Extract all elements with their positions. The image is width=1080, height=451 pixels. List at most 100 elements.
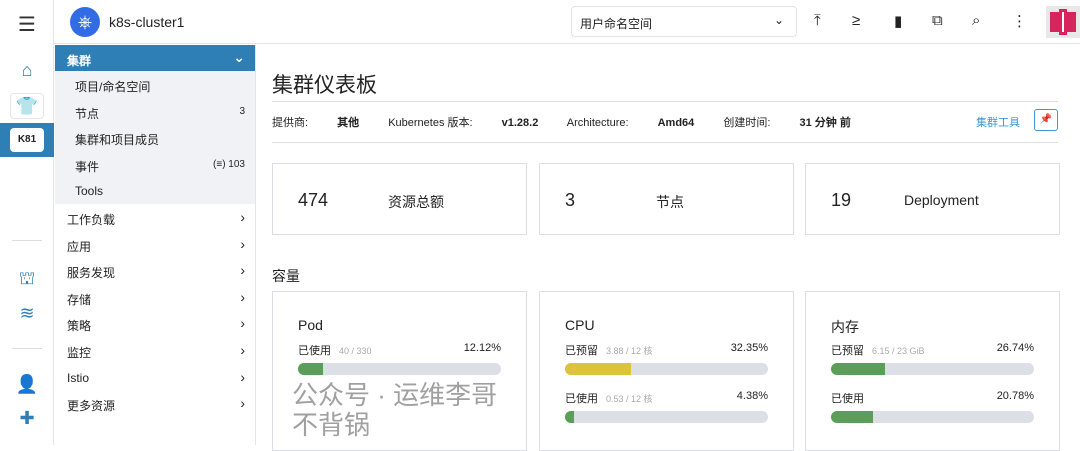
chevron-down-icon: ⌄ (773, 13, 784, 27)
meta-created: 创建时间: 31 分钟 前 (723, 117, 851, 129)
divider (272, 142, 1058, 143)
sidebar-group[interactable]: 更多资源 › (55, 390, 255, 417)
top-bar: ⎈ k8s-cluster1 用户命名空间 ⌄ ⤒ ≥ ▮ ⧉ ⌕ ⋮ (54, 0, 1080, 44)
extensions-icon[interactable]: ✚ (19, 408, 35, 428)
sidebar-item-label: Tools (75, 184, 104, 199)
chevron-right-icon: › (240, 235, 245, 252)
sidebar-item[interactable]: 事件 (≡) 103 (55, 151, 255, 178)
stat-value: 19 (831, 190, 852, 210)
sidebar-group-label: 策略 (67, 319, 92, 334)
user-icon[interactable]: 👤 (15, 374, 39, 394)
kubeconfig-file-icon[interactable]: ▮ (894, 13, 903, 30)
meta-architecture: Architecture: Amd64 (566, 117, 695, 129)
capacity-row: 已预留 6.15 / 23 GiB 26.74% (831, 342, 1034, 358)
sidebar-group[interactable]: 工作负载 › (55, 204, 255, 231)
capacity-row: 已使用 40 / 330 12.12% (298, 342, 501, 358)
sidebar-item[interactable]: 集群和项目成员 (55, 124, 255, 151)
sidebar-item-label: 事件 (75, 159, 100, 174)
namespace-select-value: 用户命名空间 (580, 17, 653, 31)
app-rail: ☰ ⌂ 👕 K81 ⛫ ≋ 👤 ✚ (0, 0, 54, 445)
chevron-right-icon: › (240, 341, 245, 358)
capacity-bar-fill (565, 363, 631, 375)
pin-icon[interactable]: 📌 (1034, 109, 1058, 131)
kubernetes-logo-icon: ⎈ (70, 7, 100, 37)
capacity-row-percent: 20.78% (996, 390, 1034, 402)
capacity-row-percent: 32.35% (730, 342, 768, 354)
capacity-bar-fill (831, 363, 886, 375)
capacity-row-percent: 4.38% (736, 390, 768, 402)
capacity-row: 已预留 3.88 / 12 核 32.35% (565, 342, 768, 358)
copy-kubeconfig-icon[interactable]: ⧉ (932, 12, 943, 29)
sidebar-group[interactable]: 策略 › (55, 310, 255, 337)
capacity-card: CPU 已预留 3.88 / 12 核 32.35% 已使用 0.53 / 12 核 4.… (539, 291, 794, 451)
import-yaml-icon[interactable]: ⤒ (814, 12, 821, 29)
chevron-right-icon: › (240, 288, 245, 305)
sidebar-group[interactable]: 服务发现 › (55, 257, 255, 284)
sidebar-group-label: 工作负载 (67, 212, 116, 227)
cluster-explorer-icon[interactable]: ⛫ (18, 268, 36, 288)
stat-card[interactable]: 474 资源总额 (272, 163, 527, 235)
meta-provider: 提供商: 其他 (272, 117, 360, 129)
sidebar-subitems: 项目/命名空间节点 3 集群和项目成员 事件 (≡) 103 Tools (55, 71, 255, 204)
chevron-right-icon: › (240, 208, 245, 225)
avatar[interactable] (1046, 6, 1080, 38)
kubectl-shell-icon[interactable]: ≥ (852, 12, 861, 29)
capacity-card-title: CPU (565, 317, 595, 333)
capacity-card-title: Pod (298, 317, 323, 333)
sidebar-item[interactable]: Tools (55, 177, 255, 204)
capacity-row-detail: 3.88 / 12 核 (606, 346, 653, 356)
watermark: 公众号 · 运维李哥不背锅 (292, 380, 498, 440)
home-icon[interactable]: ⌂ (21, 60, 33, 80)
meta-k8s-version: Kubernetes 版本: v1.28.2 (388, 117, 539, 129)
capacity-title: 容量 (272, 268, 300, 284)
sidebar-group-label: Istio (67, 370, 90, 385)
menu-icon[interactable]: ☰ (18, 14, 36, 36)
sidebar-item-label: 节点 (75, 106, 100, 121)
capacity-card: Pod 已使用 40 / 330 12.12% (272, 291, 527, 451)
capacity-row-label: 已使用 (565, 393, 598, 405)
stat-card[interactable]: 19 Deployment (805, 163, 1060, 235)
sidebar-item-label: 项目/命名空间 (75, 80, 151, 94)
capacity-row: 已使用 0.53 / 12 核 4.38% (565, 390, 768, 406)
sidebar-group-label: 服务发现 (67, 266, 116, 281)
sidebar-group-label: 监控 (67, 345, 92, 360)
sidebar-item[interactable]: 项目/命名空间 (55, 71, 255, 98)
capacity-row-label: 已预留 (831, 345, 864, 357)
cluster-meta: 提供商: 其他 Kubernetes 版本: v1.28.2 Architect… (272, 114, 877, 130)
capacity-bar-fill (831, 411, 874, 423)
more-icon[interactable]: ⋮ (1012, 13, 1027, 30)
chevron-right-icon: › (240, 395, 245, 412)
capacity-bar (565, 363, 768, 375)
namespace-select[interactable]: 用户命名空间 ⌄ (571, 6, 797, 37)
cluster-tools-link[interactable]: 集群工具 (976, 117, 1020, 129)
capacity-bar (298, 363, 501, 375)
sidebar-group-label: 存储 (67, 292, 92, 307)
sidebar-group[interactable]: Istio › (55, 364, 255, 391)
chevron-right-icon: › (240, 368, 245, 385)
capacity-bar (831, 411, 1034, 423)
sidebar-section-cluster[interactable]: 集群 ⌄ (55, 45, 255, 71)
fleet-icon[interactable]: ≋ (19, 303, 35, 323)
cluster-name: k8s-cluster1 (109, 14, 185, 30)
sidebar-group-label: 更多资源 (67, 399, 116, 414)
stat-value: 474 (298, 190, 329, 210)
chevron-down-icon: ⌄ (233, 49, 245, 65)
sidebar-group[interactable]: 监控 › (55, 337, 255, 364)
rail-divider (12, 348, 42, 349)
divider (272, 101, 1058, 102)
shirt-icon[interactable]: 👕 (0, 93, 54, 119)
capacity-row-label: 已使用 (831, 393, 864, 405)
sidebar-item[interactable]: 节点 3 (55, 98, 255, 125)
capacity-row-label: 已使用 (298, 345, 331, 357)
capacity-bar-fill (298, 363, 323, 375)
sidebar-group[interactable]: 存储 › (55, 284, 255, 311)
cluster-switch[interactable]: K81 (0, 123, 54, 157)
capacity-card-title: 内存 (831, 319, 859, 335)
search-icon[interactable]: ⌕ (972, 12, 981, 29)
stat-card[interactable]: 3 节点 (539, 163, 794, 235)
stat-value: 3 (565, 190, 576, 210)
chevron-right-icon: › (240, 262, 245, 279)
rail-divider (12, 240, 42, 241)
stat-label: 资源总额 (388, 194, 444, 210)
sidebar-group[interactable]: 应用 › (55, 231, 255, 258)
